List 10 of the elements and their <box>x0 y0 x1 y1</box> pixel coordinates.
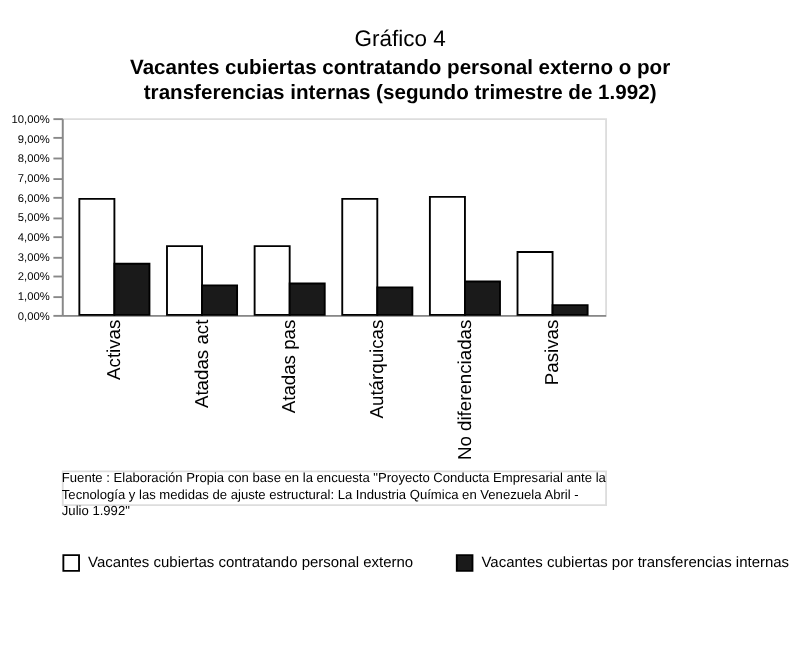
chart-title: Gráfico 4 <box>354 28 446 53</box>
x-tick-label: Pasivas <box>542 318 563 386</box>
x-tick-label: Atadas pas <box>279 319 300 414</box>
legend-label: Vacantes cubiertas por transferencias internas <box>481 552 790 571</box>
x-tick-label: No diferenciadas <box>454 319 475 461</box>
legend-label: Vacantes cubiertas contratando personal externo <box>88 552 414 571</box>
x-tick-label: Autárquicas <box>366 318 387 419</box>
x-tick-label: Activas <box>104 318 125 380</box>
chart-subtitle: Vacantes cubiertas contratando personal externo o por transferencias internas (segundo trimestre de 1.992) <box>130 58 671 105</box>
x-tick-label: Atadas act <box>191 318 212 409</box>
